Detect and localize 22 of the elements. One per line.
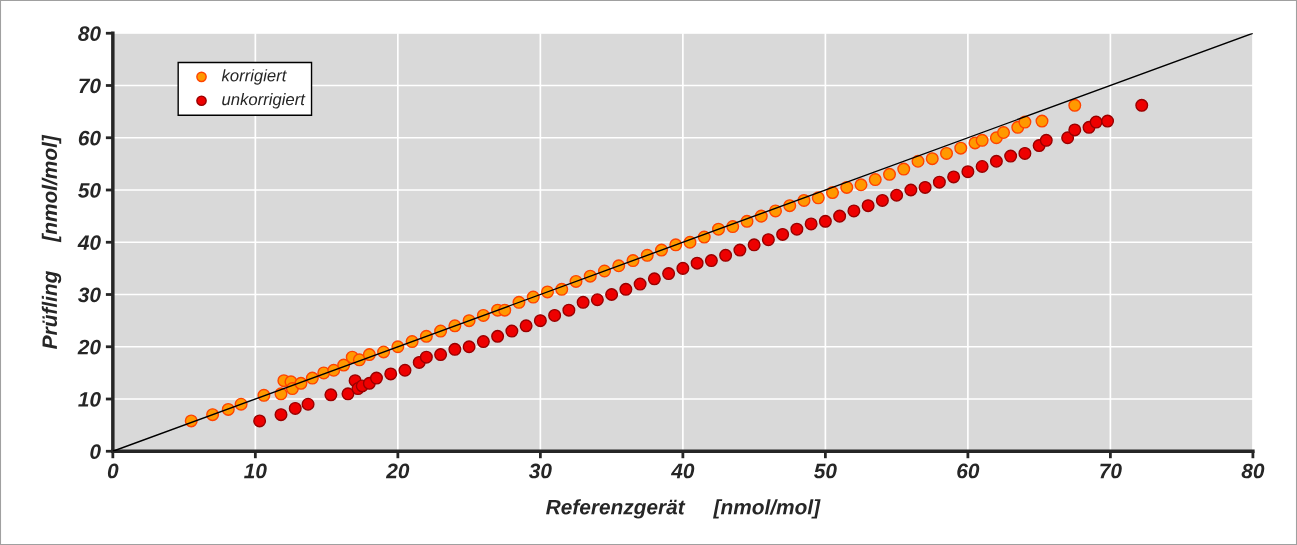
x-tick-label: 0 (107, 463, 119, 479)
y-tick-label: 10 (78, 392, 101, 407)
y-tick-label: 60 (78, 130, 101, 146)
x-tick-label: 40 (670, 463, 695, 479)
x-tick-label: 80 (1241, 463, 1265, 479)
y-tick-label: 30 (78, 287, 101, 303)
y-tick-label: 80 (78, 26, 101, 41)
x-tick-label: 70 (1100, 463, 1122, 479)
y-tick-label: 40 (77, 235, 101, 251)
x-tick-label: 30 (528, 463, 552, 479)
legend-label: unkorrigiert (222, 93, 306, 109)
y-tick-label: 20 (77, 339, 101, 355)
y-tick-label: 0 (90, 444, 101, 460)
y-axis-title: Prüfling [nmol/mol] (41, 134, 62, 349)
x-tick-label: 60 (957, 463, 980, 479)
legend-label: korrigiert (221, 69, 287, 85)
x-axis-title: Referenzgerät [nmol/mol] (546, 499, 821, 519)
y-tick-label: 50 (78, 183, 101, 198)
x-tick-label: 20 (385, 463, 410, 479)
y-tick-label: 70 (79, 78, 101, 94)
x-tick-label: 50 (814, 463, 837, 479)
x-tick-label: 10 (244, 463, 267, 479)
